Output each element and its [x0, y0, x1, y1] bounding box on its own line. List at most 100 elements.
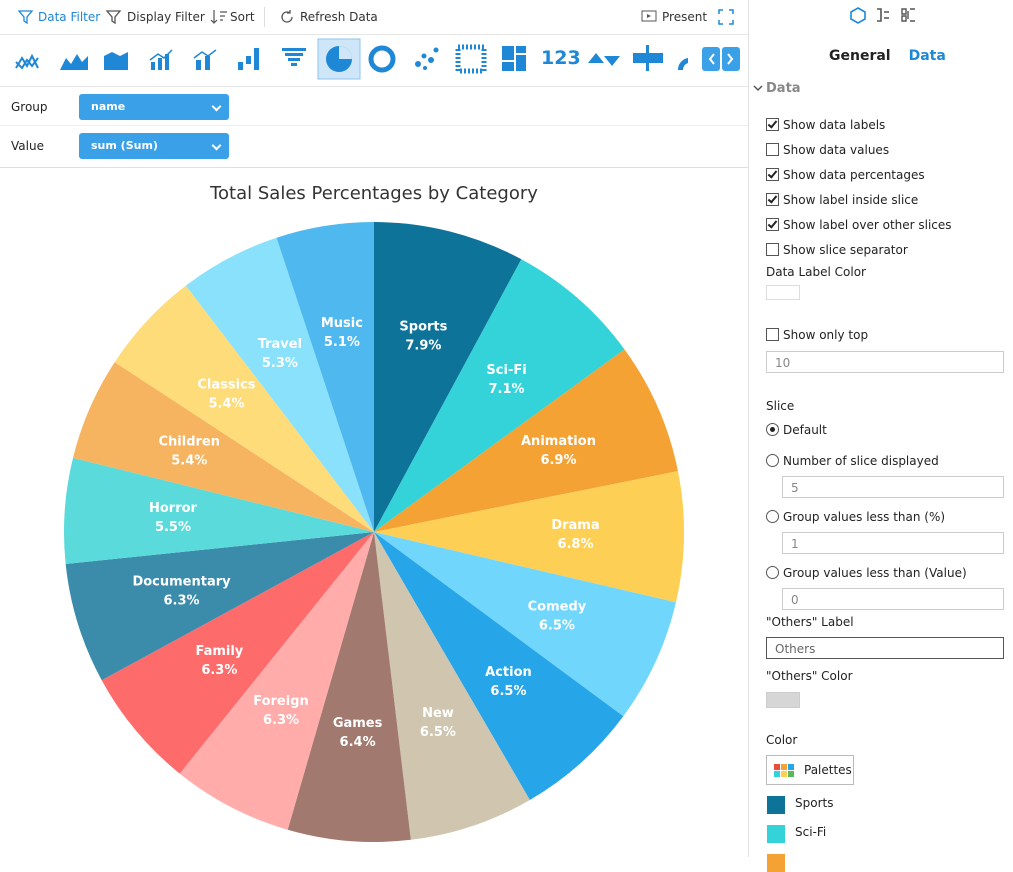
scatter-icon[interactable] — [415, 47, 439, 71]
slice-value-label: 6.3% — [263, 713, 299, 728]
layout-icon[interactable] — [901, 8, 915, 22]
label: Data Label Color — [766, 265, 866, 279]
checkbox[interactable] — [766, 118, 779, 131]
color-swatch[interactable] — [766, 285, 800, 300]
field-label: Group — [11, 100, 48, 114]
radio-row[interactable]: Group values less than (%) — [766, 510, 945, 524]
pie-slice — [374, 532, 676, 717]
tab[interactable]: Data — [908, 48, 946, 64]
tree-icon[interactable] — [877, 8, 889, 22]
slice-value-label: 6.9% — [540, 453, 576, 468]
donut-icon[interactable] — [368, 45, 396, 73]
option-label: Show slice separator — [783, 243, 908, 257]
pie-slice — [72, 362, 375, 532]
checkbox-row[interactable]: Show slice separator — [766, 243, 908, 257]
option-label: Show data percentages — [783, 168, 925, 182]
legend-swatch[interactable] — [767, 796, 785, 814]
heatmap-icon[interactable] — [455, 44, 487, 74]
top-input[interactable]: 10 — [766, 351, 1004, 373]
number-icon[interactable]: 123 — [541, 47, 581, 69]
legend-label: Sports — [795, 796, 834, 810]
present-button[interactable]: Present — [662, 10, 708, 24]
palettes-button[interactable]: Palettes — [766, 755, 854, 785]
area-icon[interactable] — [60, 54, 88, 70]
label: "Others" Color — [766, 669, 853, 683]
refresh-button[interactable]: Refresh Data — [300, 10, 378, 24]
filter-icon — [18, 10, 34, 25]
kpi-down-icon[interactable] — [604, 56, 620, 66]
slice-label: Children — [159, 435, 221, 450]
collapse-icon[interactable] — [753, 83, 763, 93]
checkbox[interactable] — [766, 243, 779, 256]
line-icon[interactable] — [15, 53, 39, 70]
pie-icon[interactable] — [326, 46, 352, 72]
checkbox-row[interactable]: Show only top — [766, 328, 868, 342]
slice-value-label: 7.1% — [489, 382, 525, 397]
slice-input[interactable]: 5 — [782, 476, 1004, 498]
checkbox[interactable] — [766, 218, 779, 231]
cube-icon[interactable] — [850, 7, 866, 24]
legend-swatch[interactable] — [767, 825, 785, 843]
label: Color — [766, 733, 798, 747]
slice-input[interactable]: 0 — [782, 588, 1004, 610]
slice-input[interactable]: 1 — [782, 532, 1004, 554]
toolbar — [0, 0, 748, 35]
waterfall-icon[interactable] — [238, 48, 259, 70]
radio-row[interactable]: Number of slice displayed — [766, 454, 939, 468]
slice-label: Travel — [258, 337, 302, 352]
pie-slice — [374, 532, 624, 800]
data-filter-button[interactable]: Data Filter — [38, 10, 101, 24]
slice-value-label: 6.8% — [557, 537, 593, 552]
pie-slice — [185, 237, 374, 532]
sort-button[interactable]: Sort — [230, 10, 255, 24]
palettes-label: Palettes — [804, 763, 852, 777]
stream-icon[interactable] — [104, 52, 128, 70]
gauge-icon[interactable] — [677, 58, 688, 70]
color-swatch[interactable] — [766, 692, 800, 708]
radio[interactable] — [766, 566, 779, 579]
pie-chart: Total Sales Percentages by Category Spor… — [64, 183, 684, 842]
checkbox[interactable] — [766, 328, 779, 341]
checkbox[interactable] — [766, 143, 779, 156]
slice-value-label: 6.4% — [340, 735, 376, 750]
radio-row[interactable]: Group values less than (Value) — [766, 566, 967, 580]
slice-label: Sci-Fi — [486, 363, 526, 378]
checkbox-row[interactable]: Show label over other slices — [766, 218, 952, 232]
palette-icon — [774, 764, 794, 777]
radio[interactable] — [766, 510, 779, 523]
display-filter-button[interactable]: Display Filter — [127, 10, 205, 24]
radio[interactable] — [766, 454, 779, 467]
checkbox-row[interactable]: Show data labels — [766, 118, 885, 132]
checkbox-row[interactable]: Show data percentages — [766, 168, 925, 182]
slice-label: Comedy — [528, 599, 587, 614]
value-select[interactable]: sum (Sum) — [79, 133, 229, 159]
tab[interactable]: General — [829, 48, 891, 64]
checkbox[interactable] — [766, 168, 779, 181]
slice-value-label: 5.5% — [155, 520, 191, 535]
separator — [264, 7, 265, 27]
checkbox[interactable] — [766, 193, 779, 206]
checkbox-row[interactable]: Show label inside slice — [766, 193, 918, 207]
slice-value-label: 6.3% — [201, 663, 237, 678]
radio[interactable] — [766, 423, 779, 436]
option-label: Show only top — [783, 328, 869, 342]
option-label: Group values less than (Value) — [783, 566, 967, 580]
treemap-icon[interactable] — [502, 46, 526, 71]
combo-icon-2[interactable] — [193, 49, 217, 70]
radio-row[interactable]: Default — [766, 423, 827, 437]
filter-icon — [106, 10, 122, 25]
others-label-input[interactable]: Others — [766, 637, 1004, 659]
combo-icon[interactable] — [149, 49, 173, 70]
divider — [0, 167, 748, 168]
group-select[interactable]: name — [79, 94, 229, 120]
slice-label: Classics — [197, 378, 255, 393]
funnel-icon[interactable] — [282, 48, 306, 66]
kpi-up-icon[interactable] — [588, 53, 604, 63]
section-title: Data — [766, 81, 801, 96]
bullet-icon[interactable] — [633, 45, 663, 71]
slice-value-label: 5.3% — [262, 356, 298, 371]
fullscreen-icon[interactable] — [718, 9, 734, 25]
field-label: Value — [11, 139, 44, 153]
checkbox-row[interactable]: Show data values — [766, 143, 889, 157]
refresh-icon — [281, 10, 293, 23]
